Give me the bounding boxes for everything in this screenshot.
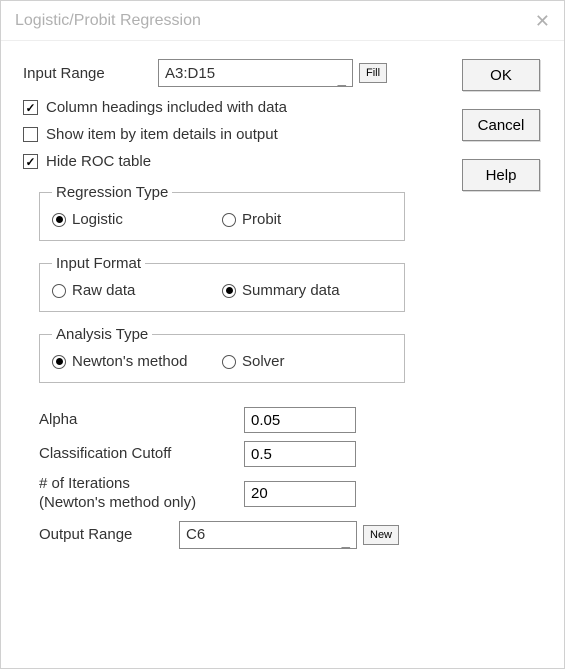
logistic-radio[interactable]: [52, 213, 66, 227]
hideroc-checkbox[interactable]: [23, 154, 38, 169]
regression-type-legend: Regression Type: [52, 184, 172, 201]
solver-radio-option[interactable]: Solver: [222, 353, 392, 370]
input-range-row: Input Range A3:D15 _ Fill: [23, 59, 542, 87]
alpha-row: Alpha: [39, 407, 542, 433]
close-icon[interactable]: ✕: [535, 1, 550, 41]
raw-radio-label: Raw data: [72, 282, 135, 299]
iterations-label: # of Iterations (Newton's method only): [39, 475, 244, 513]
dialog-title: Logistic/Probit Regression: [15, 1, 201, 41]
input-range-field[interactable]: A3:D15 _: [158, 59, 353, 87]
details-checkbox[interactable]: [23, 127, 38, 142]
analysis-type-group: Analysis Type Newton's method Solver: [39, 326, 405, 383]
solver-radio-label: Solver: [242, 353, 285, 370]
range-selector-icon[interactable]: _: [338, 77, 346, 86]
output-range-field[interactable]: C6 _: [179, 521, 357, 549]
summary-radio[interactable]: [222, 284, 236, 298]
iterations-input[interactable]: [244, 481, 356, 507]
output-range-selector-icon[interactable]: _: [342, 539, 350, 548]
cutoff-row: Classification Cutoff: [39, 441, 542, 467]
hideroc-check-row: Hide ROC table: [23, 153, 542, 170]
output-range-row: Output Range C6 _ New: [39, 521, 542, 549]
input-format-legend: Input Format: [52, 255, 145, 272]
alpha-label: Alpha: [39, 411, 244, 430]
input-format-group: Input Format Raw data Summary data: [39, 255, 405, 312]
probit-radio-label: Probit: [242, 211, 281, 228]
output-range-label: Output Range: [39, 526, 179, 543]
content-area: Input Range A3:D15 _ Fill Column heading…: [1, 41, 564, 549]
raw-radio[interactable]: [52, 284, 66, 298]
summary-radio-label: Summary data: [242, 282, 340, 299]
logistic-radio-option[interactable]: Logistic: [52, 211, 222, 228]
headings-checkbox[interactable]: [23, 100, 38, 115]
newton-radio-label: Newton's method: [72, 353, 187, 370]
logistic-radio-label: Logistic: [72, 211, 123, 228]
output-range-value: C6: [186, 526, 205, 543]
hideroc-check-label: Hide ROC table: [46, 153, 151, 170]
analysis-type-legend: Analysis Type: [52, 326, 152, 343]
details-check-label: Show item by item details in output: [46, 126, 278, 143]
probit-radio-option[interactable]: Probit: [222, 211, 392, 228]
regression-type-group: Regression Type Logistic Probit: [39, 184, 405, 241]
headings-check-label: Column headings included with data: [46, 99, 287, 116]
raw-radio-option[interactable]: Raw data: [52, 282, 222, 299]
summary-radio-option[interactable]: Summary data: [222, 282, 392, 299]
input-range-value: A3:D15: [165, 65, 215, 82]
newton-radio-option[interactable]: Newton's method: [52, 353, 222, 370]
new-button[interactable]: New: [363, 525, 399, 545]
newton-radio[interactable]: [52, 355, 66, 369]
alpha-input[interactable]: [244, 407, 356, 433]
cutoff-label: Classification Cutoff: [39, 445, 244, 464]
cutoff-input[interactable]: [244, 441, 356, 467]
titlebar: Logistic/Probit Regression ✕: [1, 1, 564, 41]
dialog-window: Logistic/Probit Regression ✕ OK Cancel H…: [0, 0, 565, 669]
input-range-label: Input Range: [23, 65, 158, 82]
fill-button[interactable]: Fill: [359, 63, 387, 83]
details-check-row: Show item by item details in output: [23, 126, 542, 143]
headings-check-row: Column headings included with data: [23, 99, 542, 116]
iterations-row: # of Iterations (Newton's method only): [39, 475, 542, 513]
probit-radio[interactable]: [222, 213, 236, 227]
solver-radio[interactable]: [222, 355, 236, 369]
